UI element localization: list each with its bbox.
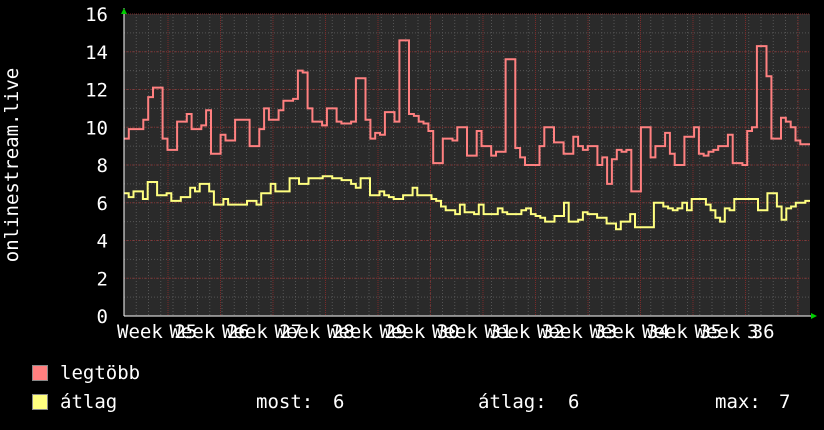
legend-swatch-atlag bbox=[32, 394, 48, 410]
stat-max-value: 7 bbox=[779, 391, 791, 413]
y-tick-label: 14 bbox=[85, 42, 108, 64]
stat-most-label: most: bbox=[256, 391, 314, 413]
x-tick-label: Week 27 bbox=[222, 321, 302, 343]
x-tick-label: Week 35 bbox=[642, 321, 722, 343]
x-tick-label: Week 32 bbox=[485, 321, 565, 343]
stat-most-value: 6 bbox=[333, 391, 345, 413]
y-tick-label: 4 bbox=[97, 231, 108, 253]
legend-item-atlag: átlag bbox=[32, 391, 117, 413]
series-layer bbox=[124, 39, 810, 231]
series-line-0 bbox=[124, 39, 810, 193]
y-tick-label: 2 bbox=[97, 268, 108, 290]
x-tick-label: Week 33 bbox=[537, 321, 617, 343]
axes bbox=[121, 8, 817, 319]
stat-atlag-label: átlag: bbox=[478, 391, 547, 413]
series-line-1 bbox=[124, 175, 810, 231]
legend-swatch-legtobb bbox=[32, 365, 48, 381]
x-tick-label: Week 31 bbox=[432, 321, 512, 343]
stat-max-label: max: bbox=[715, 391, 761, 413]
x-axis-arrow bbox=[811, 313, 817, 319]
stat-atlag-value: 6 bbox=[568, 391, 580, 413]
y-tick-label: 8 bbox=[97, 155, 108, 177]
y-axis-arrow bbox=[121, 8, 127, 14]
y-tick-label: 6 bbox=[97, 193, 108, 215]
x-tick-label: Week 29 bbox=[327, 321, 407, 343]
y-tick-label: 0 bbox=[97, 306, 108, 328]
y-tick-label: 10 bbox=[85, 117, 108, 139]
x-tick-label: 3 bbox=[747, 321, 758, 343]
legend-label-legtobb: legtöbb bbox=[60, 362, 141, 384]
x-tick-label: Week 26 bbox=[170, 321, 250, 343]
x-tick-label: Week 25 bbox=[117, 321, 197, 343]
x-tick-label: Week 36 bbox=[695, 321, 775, 343]
x-tick-label: Week 28 bbox=[275, 321, 355, 343]
y-tick-label: 16 bbox=[85, 4, 108, 26]
y-axis-label: onlinestream.live bbox=[1, 68, 23, 262]
y-tick-label: 12 bbox=[85, 80, 108, 102]
x-tick-label: Week 34 bbox=[590, 321, 670, 343]
legend-item-legtobb: legtöbb bbox=[32, 362, 140, 384]
legend-label-atlag: átlag bbox=[60, 391, 118, 413]
x-tick-label: Week 30 bbox=[380, 321, 460, 343]
